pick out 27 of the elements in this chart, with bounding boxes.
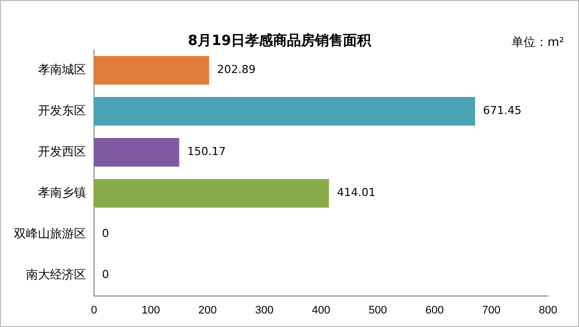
data-label: 150.17 — [187, 145, 226, 158]
x-tick-label: 600 — [425, 304, 444, 316]
x-tick-label: 500 — [368, 304, 387, 316]
x-tick-label: 0 — [90, 304, 98, 316]
bar — [94, 96, 476, 126]
x-tick-label: 700 — [482, 304, 500, 316]
y-tick-label: 南大经济区 — [26, 268, 86, 282]
x-tick-label: 100 — [142, 304, 160, 316]
data-label: 671.45 — [483, 104, 522, 118]
data-label: 202.89 — [217, 63, 256, 76]
data-label: 414.01 — [336, 186, 376, 200]
x-tick-label: 400 — [312, 304, 330, 316]
bar — [94, 138, 180, 167]
y-tick-label: 孝南乡镇 — [38, 186, 86, 200]
y-tick-label: 孝南城区 — [38, 62, 86, 77]
data-label: 0 — [102, 227, 109, 240]
x-tick-label: 300 — [255, 304, 274, 316]
x-tick-label: 800 — [538, 304, 558, 316]
data-label: 0 — [102, 268, 109, 282]
bar — [94, 178, 329, 208]
y-tick-label: 开发东区 — [38, 104, 86, 118]
y-tick-label: 开发西区 — [38, 144, 86, 159]
chart-title: 8月19日孝感商品房销售面积 — [188, 32, 372, 50]
x-tick-label: 200 — [198, 304, 217, 316]
y-tick-label: 双峰山旅游区 — [14, 226, 86, 241]
text: 单位：m² — [512, 35, 564, 50]
bar — [94, 56, 210, 85]
